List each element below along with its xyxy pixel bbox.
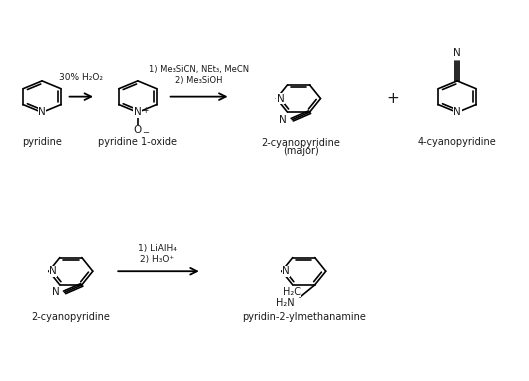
Text: N: N (277, 93, 285, 104)
Text: N: N (453, 48, 461, 58)
Text: pyridine 1-oxide: pyridine 1-oxide (98, 137, 177, 147)
Text: O: O (134, 125, 142, 135)
Text: +: + (142, 106, 148, 115)
Text: 30% H₂O₂: 30% H₂O₂ (59, 74, 103, 82)
Text: 2-cyanopyridine: 2-cyanopyridine (31, 312, 110, 322)
Text: pyridine: pyridine (22, 137, 62, 147)
Text: pyridin-2-ylmethanamine: pyridin-2-ylmethanamine (242, 312, 366, 322)
Text: H₂N: H₂N (276, 298, 295, 308)
Text: N: N (49, 266, 57, 276)
Text: N: N (51, 287, 59, 298)
Text: N: N (279, 115, 287, 125)
Text: N: N (134, 107, 142, 117)
Text: (major): (major) (283, 146, 319, 157)
Text: N: N (453, 107, 461, 117)
Text: 2-cyanopyridine: 2-cyanopyridine (262, 138, 341, 148)
Text: 2) Me₃SiOH: 2) Me₃SiOH (175, 75, 223, 85)
Text: 4-cyanopyridine: 4-cyanopyridine (418, 137, 497, 147)
Text: 2) H₃O⁺: 2) H₃O⁺ (140, 255, 174, 264)
Text: H₂C: H₂C (283, 287, 301, 297)
Text: 1) Me₃SiCN, NEt₃, MeCN: 1) Me₃SiCN, NEt₃, MeCN (149, 65, 249, 74)
Text: −: − (142, 128, 149, 137)
Text: N: N (282, 266, 290, 276)
Text: 1) LiAlH₄: 1) LiAlH₄ (138, 244, 177, 253)
Text: N: N (38, 107, 46, 117)
Text: +: + (386, 91, 399, 106)
